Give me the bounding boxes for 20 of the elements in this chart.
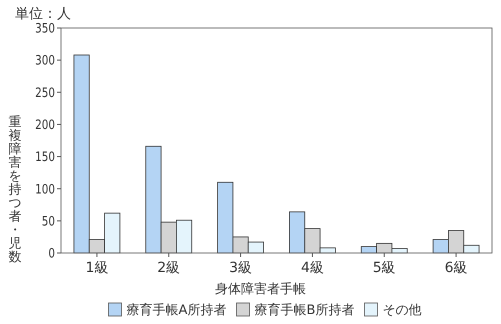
x-tick-label: 5級	[372, 260, 396, 276]
y-tick-label: 350	[35, 20, 55, 36]
x-axis-title: 身体障害者手帳	[215, 281, 306, 297]
x-tick-label: 1級	[85, 260, 108, 276]
text: 重複障害を持つ者・児数	[8, 114, 22, 265]
y-tick-label: 250	[35, 84, 55, 100]
y-tick-label: 100	[35, 181, 55, 197]
legend-label: 療育手帳A所持者	[126, 302, 226, 318]
y-tick-label: 50	[42, 213, 55, 229]
x-tick-label: 4級	[300, 260, 324, 276]
y-tick-label: 0	[48, 245, 55, 261]
x-tick-label: 2級	[157, 260, 180, 276]
legend-label: 療育手帳B所持者	[254, 302, 354, 318]
y-tick-label: 150	[35, 148, 55, 164]
legend-label: その他	[382, 303, 422, 318]
y-tick-label: 200	[35, 116, 55, 132]
x-tick-label: 3級	[229, 260, 252, 276]
y-tick-label: 300	[35, 52, 55, 68]
text: 単位：人	[15, 6, 71, 22]
x-tick-label: 6級	[444, 260, 468, 276]
